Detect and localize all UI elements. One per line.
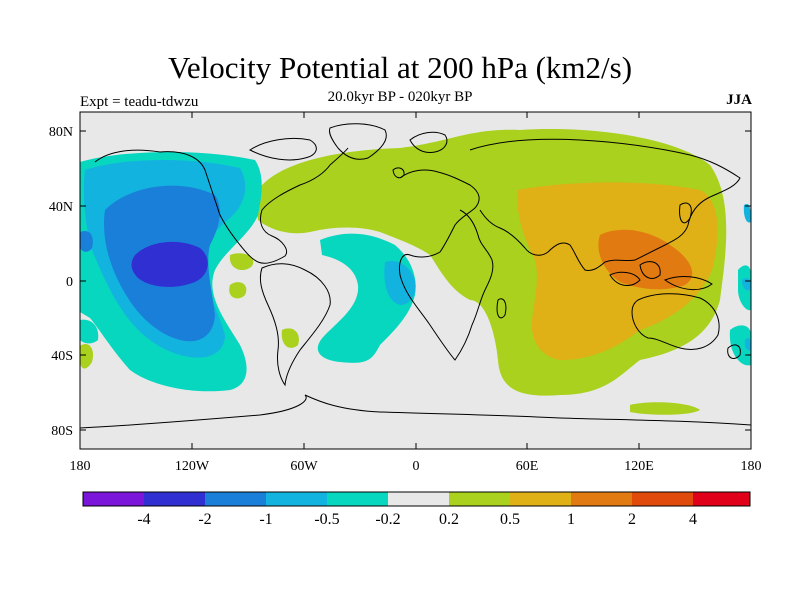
colorbar-frame [82, 491, 751, 507]
field-negative-core-pacific [131, 241, 208, 287]
experiment-label: Expt = teadu-tdwzu [80, 94, 199, 110]
colorbar-swatch [83, 492, 144, 506]
field-negative-strong-west-edge [80, 230, 93, 252]
colorbar-label: -4 [137, 511, 150, 528]
colorbar-swatch [205, 492, 266, 506]
lat-label: 0 [66, 275, 73, 290]
coast-asia [469, 138, 741, 271]
colorbar-swatch [510, 492, 571, 506]
coast-greenland [329, 123, 387, 160]
colorbar-labels: -4 -2 -1 -0.5 -0.2 0.2 0.5 1 2 4 [137, 511, 697, 528]
lat-label: 40N [49, 200, 73, 215]
lon-label: 0 [413, 459, 420, 474]
coast-borneo [639, 261, 661, 279]
longitude-labels: 180 120W 60W 0 60E 120E 180 [70, 459, 762, 474]
colorbar-label: 0.2 [439, 511, 459, 528]
lat-label: 40S [51, 349, 73, 364]
field-negative-moderate-ne-edge [743, 203, 751, 223]
field-positive-patch-1 [229, 282, 247, 299]
colorbar-swatch [571, 492, 632, 506]
colorbar-swatch [266, 492, 327, 506]
colorbar-label: 4 [689, 511, 697, 528]
coastlines [80, 123, 751, 429]
coast-new-zealand [727, 344, 741, 359]
lon-label: 60W [290, 459, 318, 474]
field-positive-patch-5 [80, 343, 94, 369]
colorbar-label: 1 [567, 511, 575, 528]
lat-label: 80N [49, 125, 73, 140]
velocity-potential-field [80, 112, 751, 449]
field-negative-weak-west-edge [80, 319, 99, 344]
coast-sumatra-java [609, 271, 641, 286]
colorbar-swatch [693, 492, 750, 506]
coast-new-guinea [663, 276, 713, 290]
field-positive-patch-4 [630, 402, 700, 415]
colorbar [82, 491, 751, 507]
field-negative-moderate-se-edge [744, 338, 751, 351]
lon-label: 120E [624, 459, 654, 474]
coast-south-america [259, 263, 331, 387]
coast-british-isles [392, 167, 405, 179]
plot-subtitle: 20.0kyr BP - 020kyr BP [327, 89, 473, 105]
coast-madagascar [496, 298, 507, 319]
lon-label: 180 [70, 459, 91, 474]
field-positive-patch-2 [229, 253, 254, 271]
colorbar-swatch [449, 492, 510, 506]
colorbar-swatch [388, 492, 449, 506]
coast-scandinavia [409, 131, 448, 153]
colorbar-label: 2 [628, 511, 636, 528]
coast-north-america [94, 147, 349, 264]
coast-antarctica [80, 394, 751, 429]
colorbar-label: -2 [198, 511, 211, 528]
lat-label: 80S [51, 424, 73, 439]
axis-ticks [79, 112, 752, 449]
colorbar-swatch [327, 492, 388, 506]
field-positive-strong-maritime [598, 229, 693, 290]
field-positive-patch-3 [281, 328, 299, 348]
colorbar-swatch [632, 492, 693, 506]
coast-canadian-archipelago [249, 137, 317, 161]
lon-label: 120W [175, 459, 210, 474]
latitude-labels: 80N 40N 0 40S 80S [49, 125, 73, 439]
colorbar-swatch [144, 492, 205, 506]
season-label: JJA [726, 92, 752, 108]
coast-japan [679, 202, 692, 224]
plot-title: Velocity Potential at 200 hPa (km2/s) [167, 50, 633, 85]
colorbar-label: 0.5 [500, 511, 520, 528]
lon-label: 180 [741, 459, 762, 474]
lon-label: 60E [516, 459, 539, 474]
coast-australia [631, 293, 720, 350]
colorbar-label: -1 [259, 511, 272, 528]
colorbar-label: -0.5 [314, 511, 339, 528]
coast-europe-africa [399, 169, 494, 361]
colorbar-label: -0.2 [375, 511, 400, 528]
